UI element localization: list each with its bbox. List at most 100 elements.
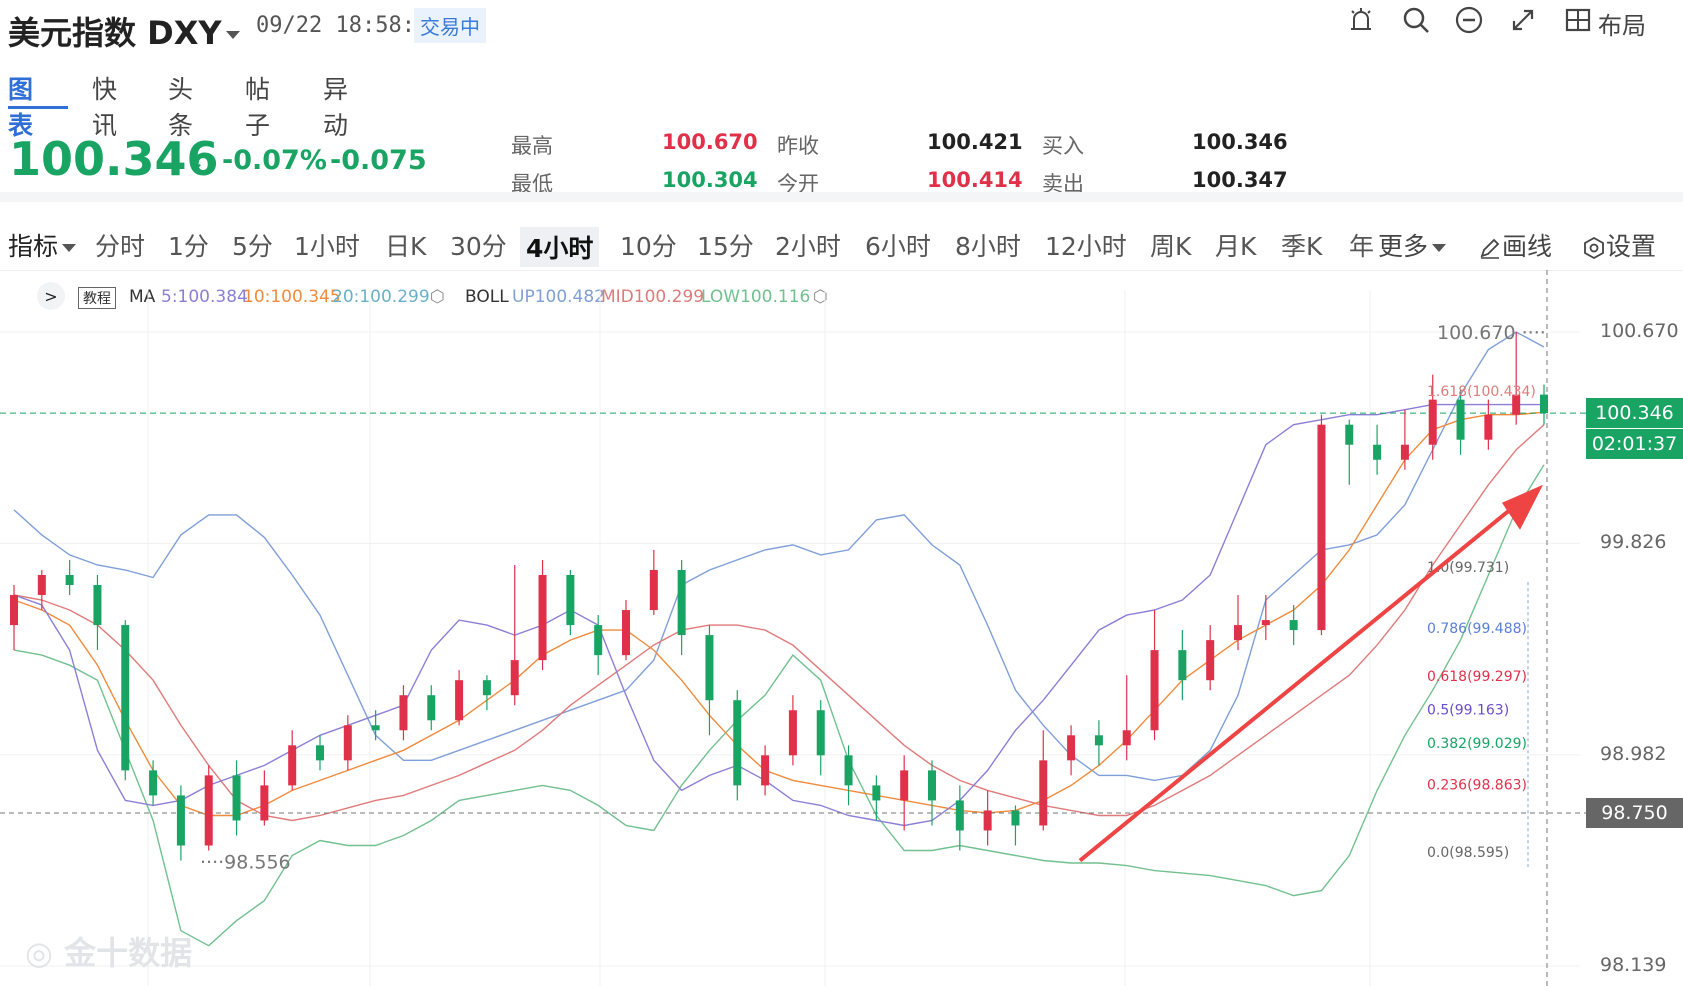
chevron-down-icon <box>62 244 77 252</box>
timeframe-7[interactable]: 10分 <box>620 232 677 261</box>
alarm-icon[interactable] <box>1341 0 1381 40</box>
candlestick-chart[interactable]: 1.618(100.434) 1.0(99.731) 0.786(99.488) 0.… <box>0 270 1683 986</box>
candle-body <box>316 745 324 761</box>
candle-body <box>594 625 603 656</box>
top-bar: 美元指数 DXY 09/22 18:58:23 交易中 布局 <box>0 0 1683 60</box>
fib-level-label: 1.618(100.434) <box>1427 384 1536 400</box>
tab-posts[interactable]: 帖子 <box>245 75 271 140</box>
candle-body <box>10 595 18 626</box>
timeframe-8[interactable]: 15分 <box>697 232 754 261</box>
trend-arrow-head <box>1502 484 1543 530</box>
timeframe-9[interactable]: 2小时 <box>775 232 841 261</box>
ma10-value: 10:100.345 <box>243 287 341 307</box>
candle-body <box>455 680 464 721</box>
y-axis-tick-label: 98.139 <box>1600 954 1667 976</box>
candle-body <box>1178 650 1187 681</box>
candle-body <box>622 610 630 656</box>
more-button[interactable]: 更多 <box>1378 227 1447 263</box>
candle-body <box>1150 650 1159 731</box>
ma-settings-icon[interactable]: ⬡ <box>430 287 445 307</box>
candle-body <box>1540 394 1548 414</box>
timeframe-3[interactable]: 1小时 <box>294 232 360 261</box>
tab-movers[interactable]: 异动 <box>323 75 349 140</box>
minus-circle-icon[interactable] <box>1449 0 1489 40</box>
timeframe-toolbar: 指标 分时 1分 5分 1小时 日K 30分 4小时 10分 15分 2小时 6小时 8小时 12小时周… <box>0 210 1683 271</box>
fib-level-label: 0.382(99.029) <box>1427 736 1527 752</box>
settings-button[interactable]: 设置 <box>1582 227 1656 263</box>
jin10-watermark-logo: ◎ 金十数据 <box>25 934 193 972</box>
ma10-line <box>13 411 1545 817</box>
crosshair-price-tag: 98.750 <box>1586 797 1683 828</box>
timeframe-11[interactable]: 8小时 <box>955 232 1021 261</box>
y-axis-tick-label: 99.826 <box>1600 531 1667 554</box>
candle-body <box>260 785 269 821</box>
fib-level-label: 0.5(99.163) <box>1427 702 1509 718</box>
tutorial-badge[interactable]: 教程 <box>78 287 116 309</box>
ask-value: 100.347 <box>1192 168 1288 192</box>
timeframe-13[interactable]: 周K <box>1150 232 1192 261</box>
candle-body <box>1039 760 1048 826</box>
tab-chart[interactable]: 图表 <box>8 75 34 140</box>
layout-icon[interactable] <box>1558 0 1598 40</box>
timeframe-2[interactable]: 5分 <box>232 232 273 261</box>
timeframe-14[interactable]: 月K <box>1215 232 1257 261</box>
timeframe-0[interactable]: 分时 <box>95 232 146 261</box>
more-label: 更多 <box>1378 232 1429 261</box>
candle-body <box>1317 424 1326 631</box>
candle-body <box>1122 730 1131 746</box>
draw-line-button[interactable]: 画线 <box>1478 227 1552 263</box>
candle-body <box>538 574 547 661</box>
fib-level-label: 1.0(99.731) <box>1427 560 1509 576</box>
y-axis-tick-label: 98.982 <box>1600 742 1667 765</box>
candle-body <box>288 745 297 786</box>
candle-body <box>1345 424 1354 445</box>
timeframe-4[interactable]: 日K <box>385 232 427 261</box>
indicator-button[interactable]: 指标 <box>8 227 77 263</box>
timeframe-15[interactable]: 季K <box>1281 232 1323 261</box>
boll-settings-icon[interactable]: ⬡ <box>813 287 828 307</box>
y-axis-tick-label: 100.670 <box>1600 320 1679 342</box>
chevron-right-icon[interactable]: > <box>37 282 65 310</box>
candle-body <box>176 795 185 846</box>
candle-body <box>1289 620 1298 631</box>
candle-body <box>343 725 352 761</box>
candle-body <box>399 695 408 731</box>
timeframe-10[interactable]: 6小时 <box>865 232 931 261</box>
fib-level-label: 0.618(99.297) <box>1427 669 1527 685</box>
timeframe-12[interactable]: 12小时 <box>1045 232 1127 261</box>
boll-label: BOLL <box>465 287 509 307</box>
candle-body <box>37 574 46 596</box>
tab-headlines[interactable]: 头条 <box>168 75 194 140</box>
timeframe-16[interactable]: 年 <box>1349 232 1375 261</box>
candle-body <box>733 700 742 786</box>
layout-button[interactable]: 布局 <box>1598 12 1646 40</box>
candle-body <box>93 584 102 626</box>
candle-body <box>1261 620 1270 626</box>
chevron-down-icon[interactable] <box>225 31 240 39</box>
instrument-title[interactable]: 美元指数 DXY <box>8 8 240 54</box>
fullscreen-icon[interactable] <box>1503 0 1543 40</box>
change-percent: -0.07% <box>222 145 327 176</box>
boll-low-value: LOW100.116 <box>701 287 811 307</box>
ma20-value: 20:100.299 <box>332 287 430 307</box>
change-value: -0.075 <box>330 145 427 176</box>
candle-body <box>1512 394 1521 415</box>
candle-body <box>566 574 575 626</box>
open-value: 100.414 <box>927 168 1023 192</box>
ma5-line <box>13 403 1544 827</box>
chevron-down-icon <box>1432 244 1447 252</box>
timeframe-5[interactable]: 30分 <box>450 232 507 261</box>
countdown-tag: 02:01:37 <box>1586 429 1683 460</box>
timeframe-6[interactable]: 4小时 <box>520 227 600 267</box>
timeframe-1[interactable]: 1分 <box>168 232 209 261</box>
tab-flash-news[interactable]: 快讯 <box>92 75 118 140</box>
quote-datetime: 09/22 18:58:23 <box>256 13 442 38</box>
candle-body <box>1011 810 1020 826</box>
prev-close-label: 昨收 <box>777 134 819 158</box>
settings-hexagon-icon <box>1584 236 1604 260</box>
settings-label: 设置 <box>1606 232 1657 261</box>
candle-body <box>1400 444 1409 460</box>
down-arrow-icon: ↓ <box>188 150 205 174</box>
search-icon[interactable] <box>1396 0 1436 40</box>
candle-body <box>677 569 686 636</box>
